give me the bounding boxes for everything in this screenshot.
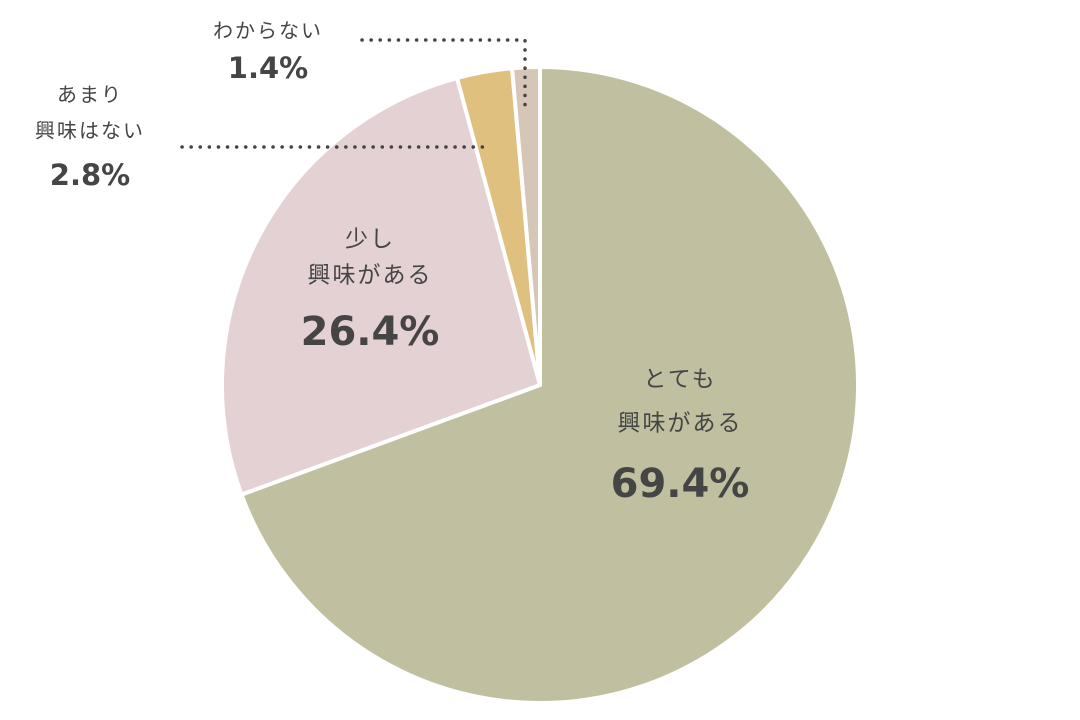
- slices: [220, 65, 860, 705]
- slice-value-label: 1.4%: [228, 51, 308, 85]
- slice-label: わからない: [213, 19, 323, 43]
- leader-line: [360, 38, 527, 110]
- slice-value-label: 26.4%: [301, 309, 440, 355]
- slice-label: 興味はない: [35, 119, 145, 143]
- slice-label: 興味がある: [308, 263, 433, 289]
- pie-slice: [220, 76, 542, 497]
- slice-label: 興味がある: [618, 411, 743, 437]
- slice-label: とても: [643, 367, 716, 393]
- slice-label: あまり: [57, 83, 123, 107]
- pie-slice: [239, 65, 860, 705]
- slice-label: 少し: [345, 227, 395, 253]
- slice-value-label: 2.8%: [50, 158, 130, 192]
- slice-value-label: 69.4%: [611, 461, 750, 507]
